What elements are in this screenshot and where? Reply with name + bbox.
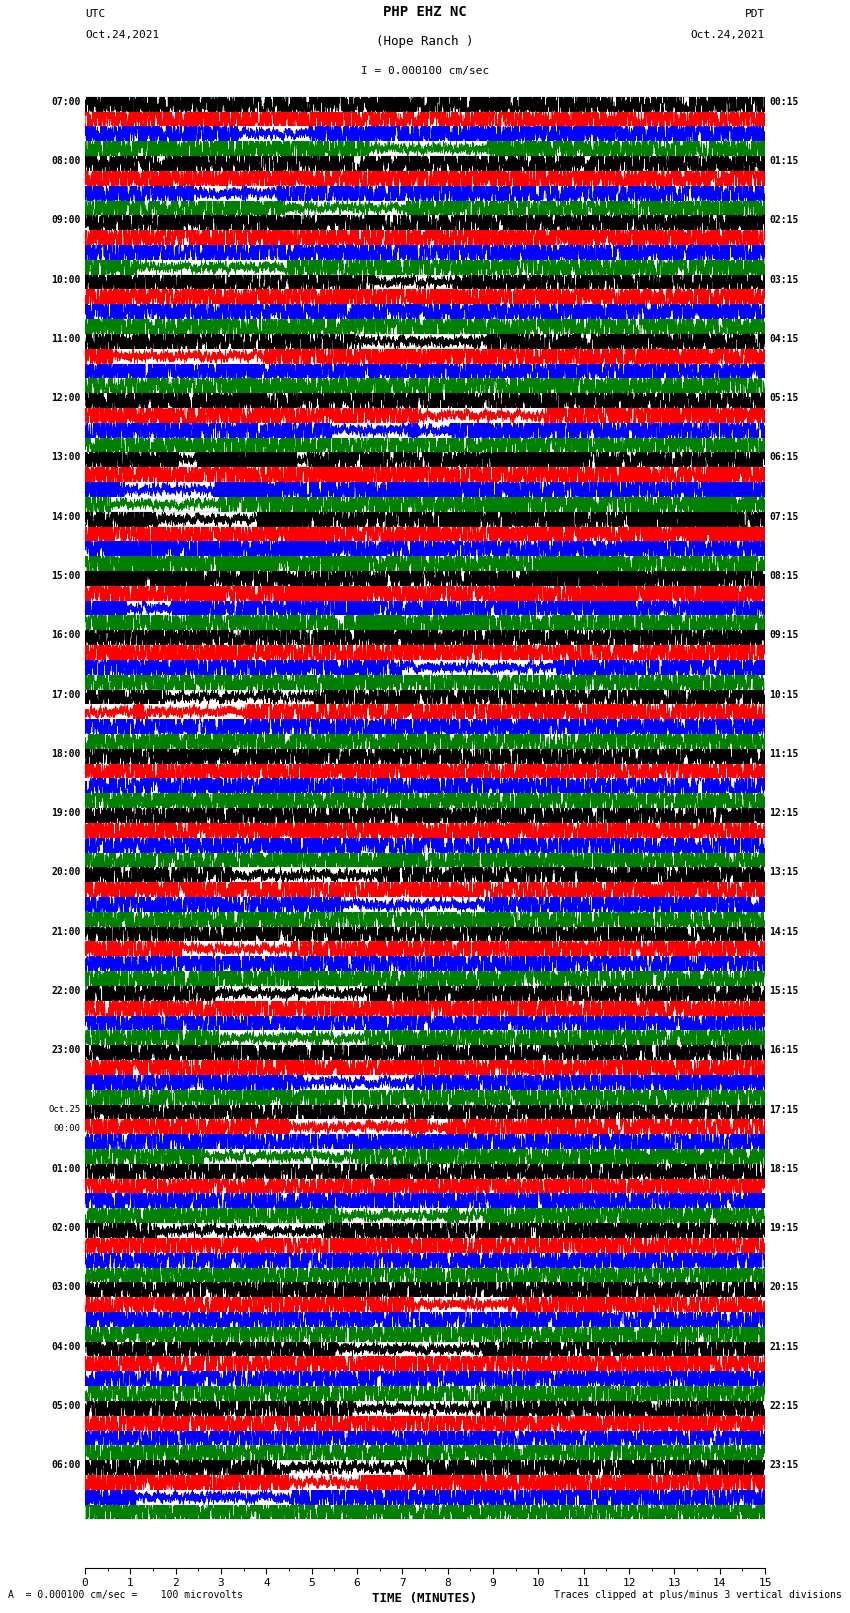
Text: (Hope Ranch ): (Hope Ranch ) (377, 35, 473, 48)
Text: 01:15: 01:15 (769, 156, 799, 166)
Text: 13:00: 13:00 (51, 453, 81, 463)
Text: 08:00: 08:00 (51, 156, 81, 166)
Text: 22:00: 22:00 (51, 986, 81, 995)
Text: 02:15: 02:15 (769, 216, 799, 226)
Text: 04:00: 04:00 (51, 1342, 81, 1352)
Text: 05:00: 05:00 (51, 1400, 81, 1411)
Text: 19:00: 19:00 (51, 808, 81, 818)
Text: 00:15: 00:15 (769, 97, 799, 106)
Text: 11:00: 11:00 (51, 334, 81, 344)
Text: 14:00: 14:00 (51, 511, 81, 521)
Text: 06:00: 06:00 (51, 1460, 81, 1469)
Text: 07:00: 07:00 (51, 97, 81, 106)
Text: I = 0.000100 cm/sec: I = 0.000100 cm/sec (361, 66, 489, 76)
Text: 20:00: 20:00 (51, 868, 81, 877)
Text: 10:15: 10:15 (769, 690, 799, 700)
Text: PHP EHZ NC: PHP EHZ NC (383, 5, 467, 19)
Text: 19:15: 19:15 (769, 1223, 799, 1232)
Text: 18:00: 18:00 (51, 748, 81, 758)
Text: 23:15: 23:15 (769, 1460, 799, 1469)
Text: 11:15: 11:15 (769, 748, 799, 758)
Text: 03:00: 03:00 (51, 1282, 81, 1292)
Text: 04:15: 04:15 (769, 334, 799, 344)
Text: 20:15: 20:15 (769, 1282, 799, 1292)
Text: A  = 0.000100 cm/sec =    100 microvolts: A = 0.000100 cm/sec = 100 microvolts (8, 1590, 243, 1600)
Text: 08:15: 08:15 (769, 571, 799, 581)
Text: 17:00: 17:00 (51, 690, 81, 700)
Text: 02:00: 02:00 (51, 1223, 81, 1232)
Text: 21:15: 21:15 (769, 1342, 799, 1352)
Text: 10:00: 10:00 (51, 274, 81, 284)
Text: 09:15: 09:15 (769, 631, 799, 640)
Text: UTC: UTC (85, 10, 105, 19)
Text: 21:00: 21:00 (51, 926, 81, 937)
Text: 16:15: 16:15 (769, 1045, 799, 1055)
X-axis label: TIME (MINUTES): TIME (MINUTES) (372, 1592, 478, 1605)
Text: 03:15: 03:15 (769, 274, 799, 284)
Text: 14:15: 14:15 (769, 926, 799, 937)
Text: 15:00: 15:00 (51, 571, 81, 581)
Text: 06:15: 06:15 (769, 453, 799, 463)
Text: Oct.25: Oct.25 (48, 1105, 81, 1113)
Text: 15:15: 15:15 (769, 986, 799, 995)
Text: 12:00: 12:00 (51, 394, 81, 403)
Text: 05:15: 05:15 (769, 394, 799, 403)
Text: Traces clipped at plus/minus 3 vertical divisions: Traces clipped at plus/minus 3 vertical … (553, 1590, 842, 1600)
Text: 17:15: 17:15 (769, 1105, 799, 1115)
Text: 23:00: 23:00 (51, 1045, 81, 1055)
Text: 22:15: 22:15 (769, 1400, 799, 1411)
Text: 12:15: 12:15 (769, 808, 799, 818)
Text: 13:15: 13:15 (769, 868, 799, 877)
Text: Oct.24,2021: Oct.24,2021 (85, 31, 159, 40)
Text: PDT: PDT (745, 10, 765, 19)
Text: Oct.24,2021: Oct.24,2021 (691, 31, 765, 40)
Text: 00:00: 00:00 (54, 1124, 81, 1132)
Text: 01:00: 01:00 (51, 1165, 81, 1174)
Text: 09:00: 09:00 (51, 216, 81, 226)
Text: 18:15: 18:15 (769, 1165, 799, 1174)
Text: 16:00: 16:00 (51, 631, 81, 640)
Text: 07:15: 07:15 (769, 511, 799, 521)
